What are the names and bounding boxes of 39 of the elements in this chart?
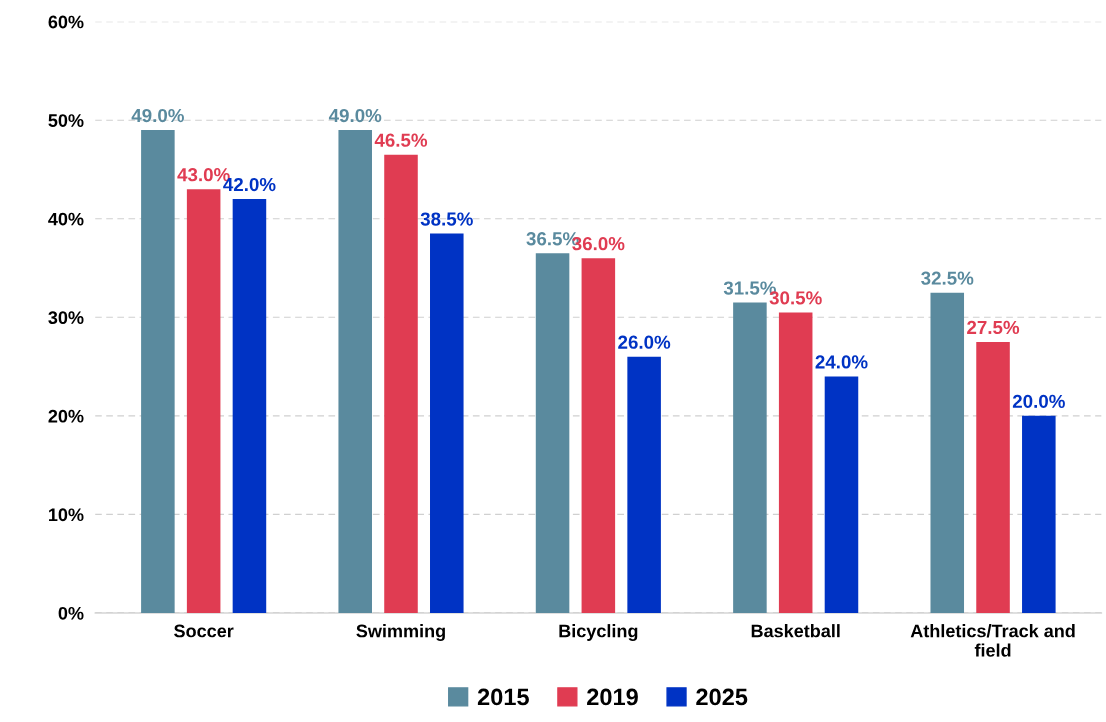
bar [535, 253, 570, 613]
y-tick-label: 60% [48, 15, 84, 29]
x-tick-label: Soccer [174, 624, 234, 638]
bar [384, 154, 418, 613]
data-label: 27.5% [967, 320, 1020, 335]
y-tick-label: 40% [48, 212, 84, 226]
bar [930, 292, 965, 613]
data-label: 20.0% [1012, 394, 1065, 408]
bar [581, 258, 616, 613]
data-label: 49.0% [328, 108, 382, 123]
data-label: 24.0% [815, 355, 868, 369]
y-tick-label: 0% [58, 606, 84, 620]
bar [733, 302, 767, 613]
data-label: 49.0% [131, 108, 184, 123]
x-tick-label: Athletics/Track and field [910, 624, 1075, 657]
bar [778, 312, 813, 613]
bar [141, 130, 175, 613]
data-label: 38.5% [420, 212, 473, 226]
data-label: 26.0% [618, 335, 671, 349]
x-tick-label: Swimming [356, 624, 445, 641]
bar [1022, 415, 1056, 613]
y-tick-label: 10% [49, 508, 84, 522]
legend-label: 2019 [587, 688, 638, 706]
bar [232, 199, 267, 613]
legend-label: 2015 [477, 688, 529, 706]
bar [627, 356, 661, 613]
bar [824, 376, 859, 613]
x-tick-label: Basketball [751, 624, 840, 638]
legend-label: 2025 [696, 688, 748, 706]
y-tick-label: 20% [48, 409, 84, 423]
bar [186, 189, 221, 613]
data-label: 46.5% [374, 133, 428, 147]
data-label: 32.5% [921, 271, 974, 285]
bar [430, 233, 464, 613]
y-tick-label: 30% [48, 311, 84, 325]
bar [338, 130, 372, 613]
y-tick-label: 50% [48, 114, 84, 127]
x-tick-label: Bicycling [559, 624, 638, 641]
bar [976, 341, 1010, 613]
